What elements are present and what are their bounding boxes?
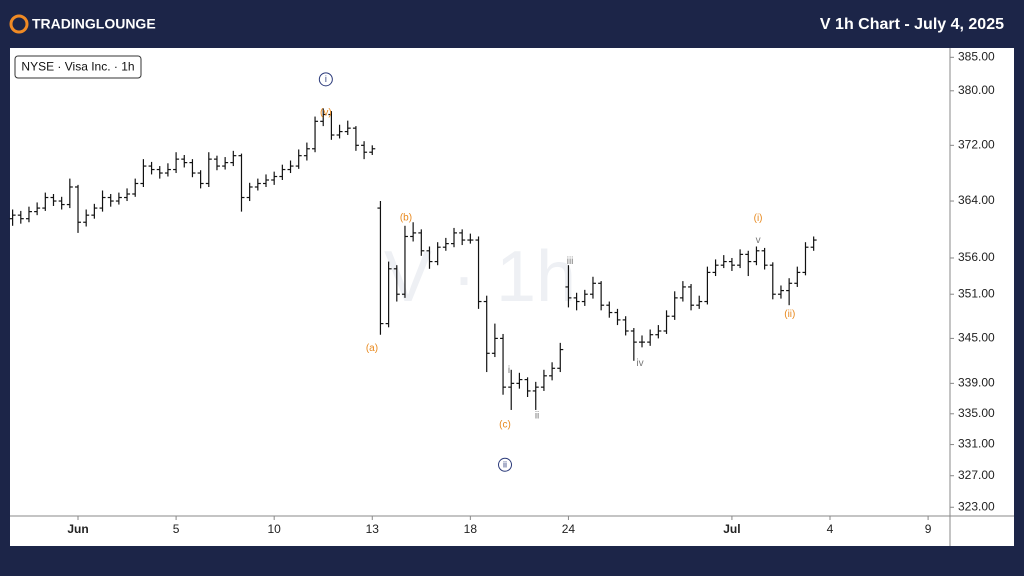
x-tick-label: 9 bbox=[925, 522, 932, 536]
y-tick-label: 339.00 bbox=[958, 376, 995, 390]
wave-label: iv bbox=[636, 358, 643, 369]
wave-label: (ii) bbox=[784, 309, 795, 320]
x-tick-label: 10 bbox=[268, 522, 282, 536]
wave-label: iii bbox=[567, 256, 574, 267]
y-tick-label: 380.00 bbox=[958, 83, 995, 97]
y-tick-label: 335.00 bbox=[958, 406, 995, 420]
brand-logo bbox=[9, 14, 29, 34]
wave-label-circle bbox=[498, 457, 513, 472]
wave-label: ii bbox=[535, 410, 539, 421]
wave-label: (v) bbox=[320, 108, 332, 119]
y-tick-label: 345.00 bbox=[958, 331, 995, 345]
x-tick-label: 4 bbox=[827, 522, 834, 536]
x-tick-label: 5 bbox=[173, 522, 180, 536]
x-tick-label: 13 bbox=[366, 522, 380, 536]
x-tick-label: 18 bbox=[464, 522, 478, 536]
wave-label: (a) bbox=[366, 343, 378, 354]
wave-label-circle bbox=[318, 72, 333, 87]
page-title: V 1h Chart - July 4, 2025 bbox=[820, 16, 1004, 33]
wave-label: v bbox=[756, 235, 761, 246]
x-tick-label: 24 bbox=[562, 522, 576, 536]
wave-label: (c) bbox=[499, 420, 511, 431]
y-tick-label: 356.00 bbox=[958, 250, 995, 264]
wave-label: (i) bbox=[754, 213, 763, 224]
y-tick-label: 351.00 bbox=[958, 286, 995, 300]
y-tick-label: 331.00 bbox=[958, 437, 995, 451]
brand: TRADINGLOUNGE bbox=[32, 16, 156, 32]
legend-box bbox=[14, 55, 142, 79]
wave-label: (b) bbox=[400, 212, 412, 223]
y-tick-label: 323.00 bbox=[958, 499, 995, 513]
y-tick-label: 372.00 bbox=[958, 137, 995, 151]
wave-label: i bbox=[508, 365, 510, 376]
x-tick-label: Jun bbox=[67, 522, 88, 536]
wave-label: i bbox=[325, 74, 327, 84]
y-tick-label: 385.00 bbox=[958, 49, 995, 63]
wave-label: ii bbox=[503, 460, 507, 470]
chart-panel bbox=[10, 48, 1014, 546]
y-tick-label: 364.00 bbox=[958, 193, 995, 207]
legend-text: NYSE · Visa Inc. · 1h bbox=[21, 60, 134, 74]
watermark: V · 1h bbox=[384, 237, 576, 317]
x-tick-label: Jul bbox=[723, 522, 740, 536]
y-tick-label: 327.00 bbox=[958, 468, 995, 482]
